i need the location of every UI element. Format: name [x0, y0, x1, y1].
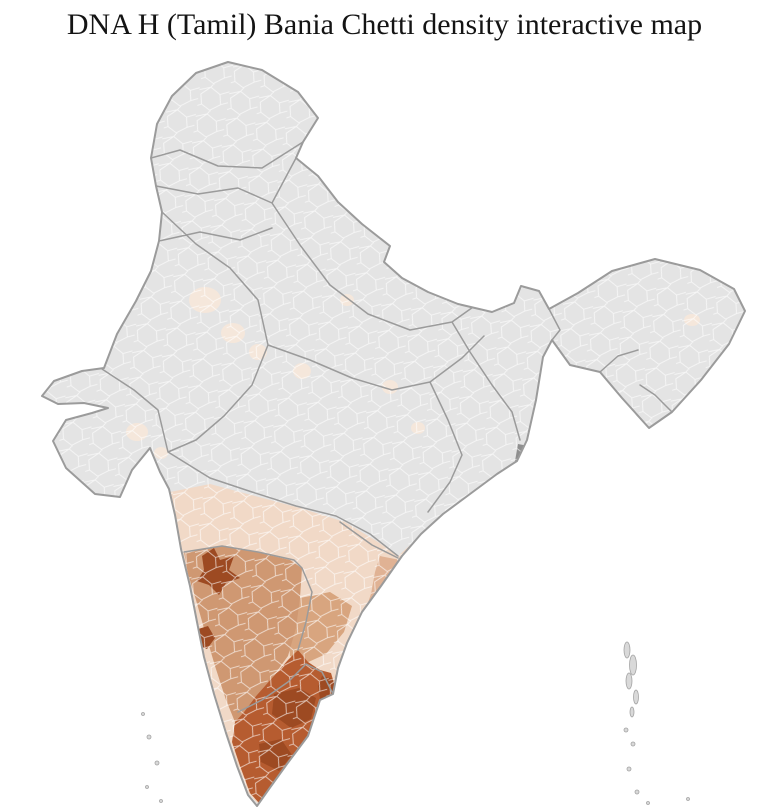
state-boundaries	[101, 141, 673, 713]
andaman-nicobar-islands[interactable]	[623, 641, 690, 805]
lakshadweep-islands[interactable]	[141, 712, 163, 803]
district-boundaries-overlay	[42, 62, 745, 806]
page-title: DNA H (Tamil) Bania Chetti density inter…	[66, 8, 703, 41]
